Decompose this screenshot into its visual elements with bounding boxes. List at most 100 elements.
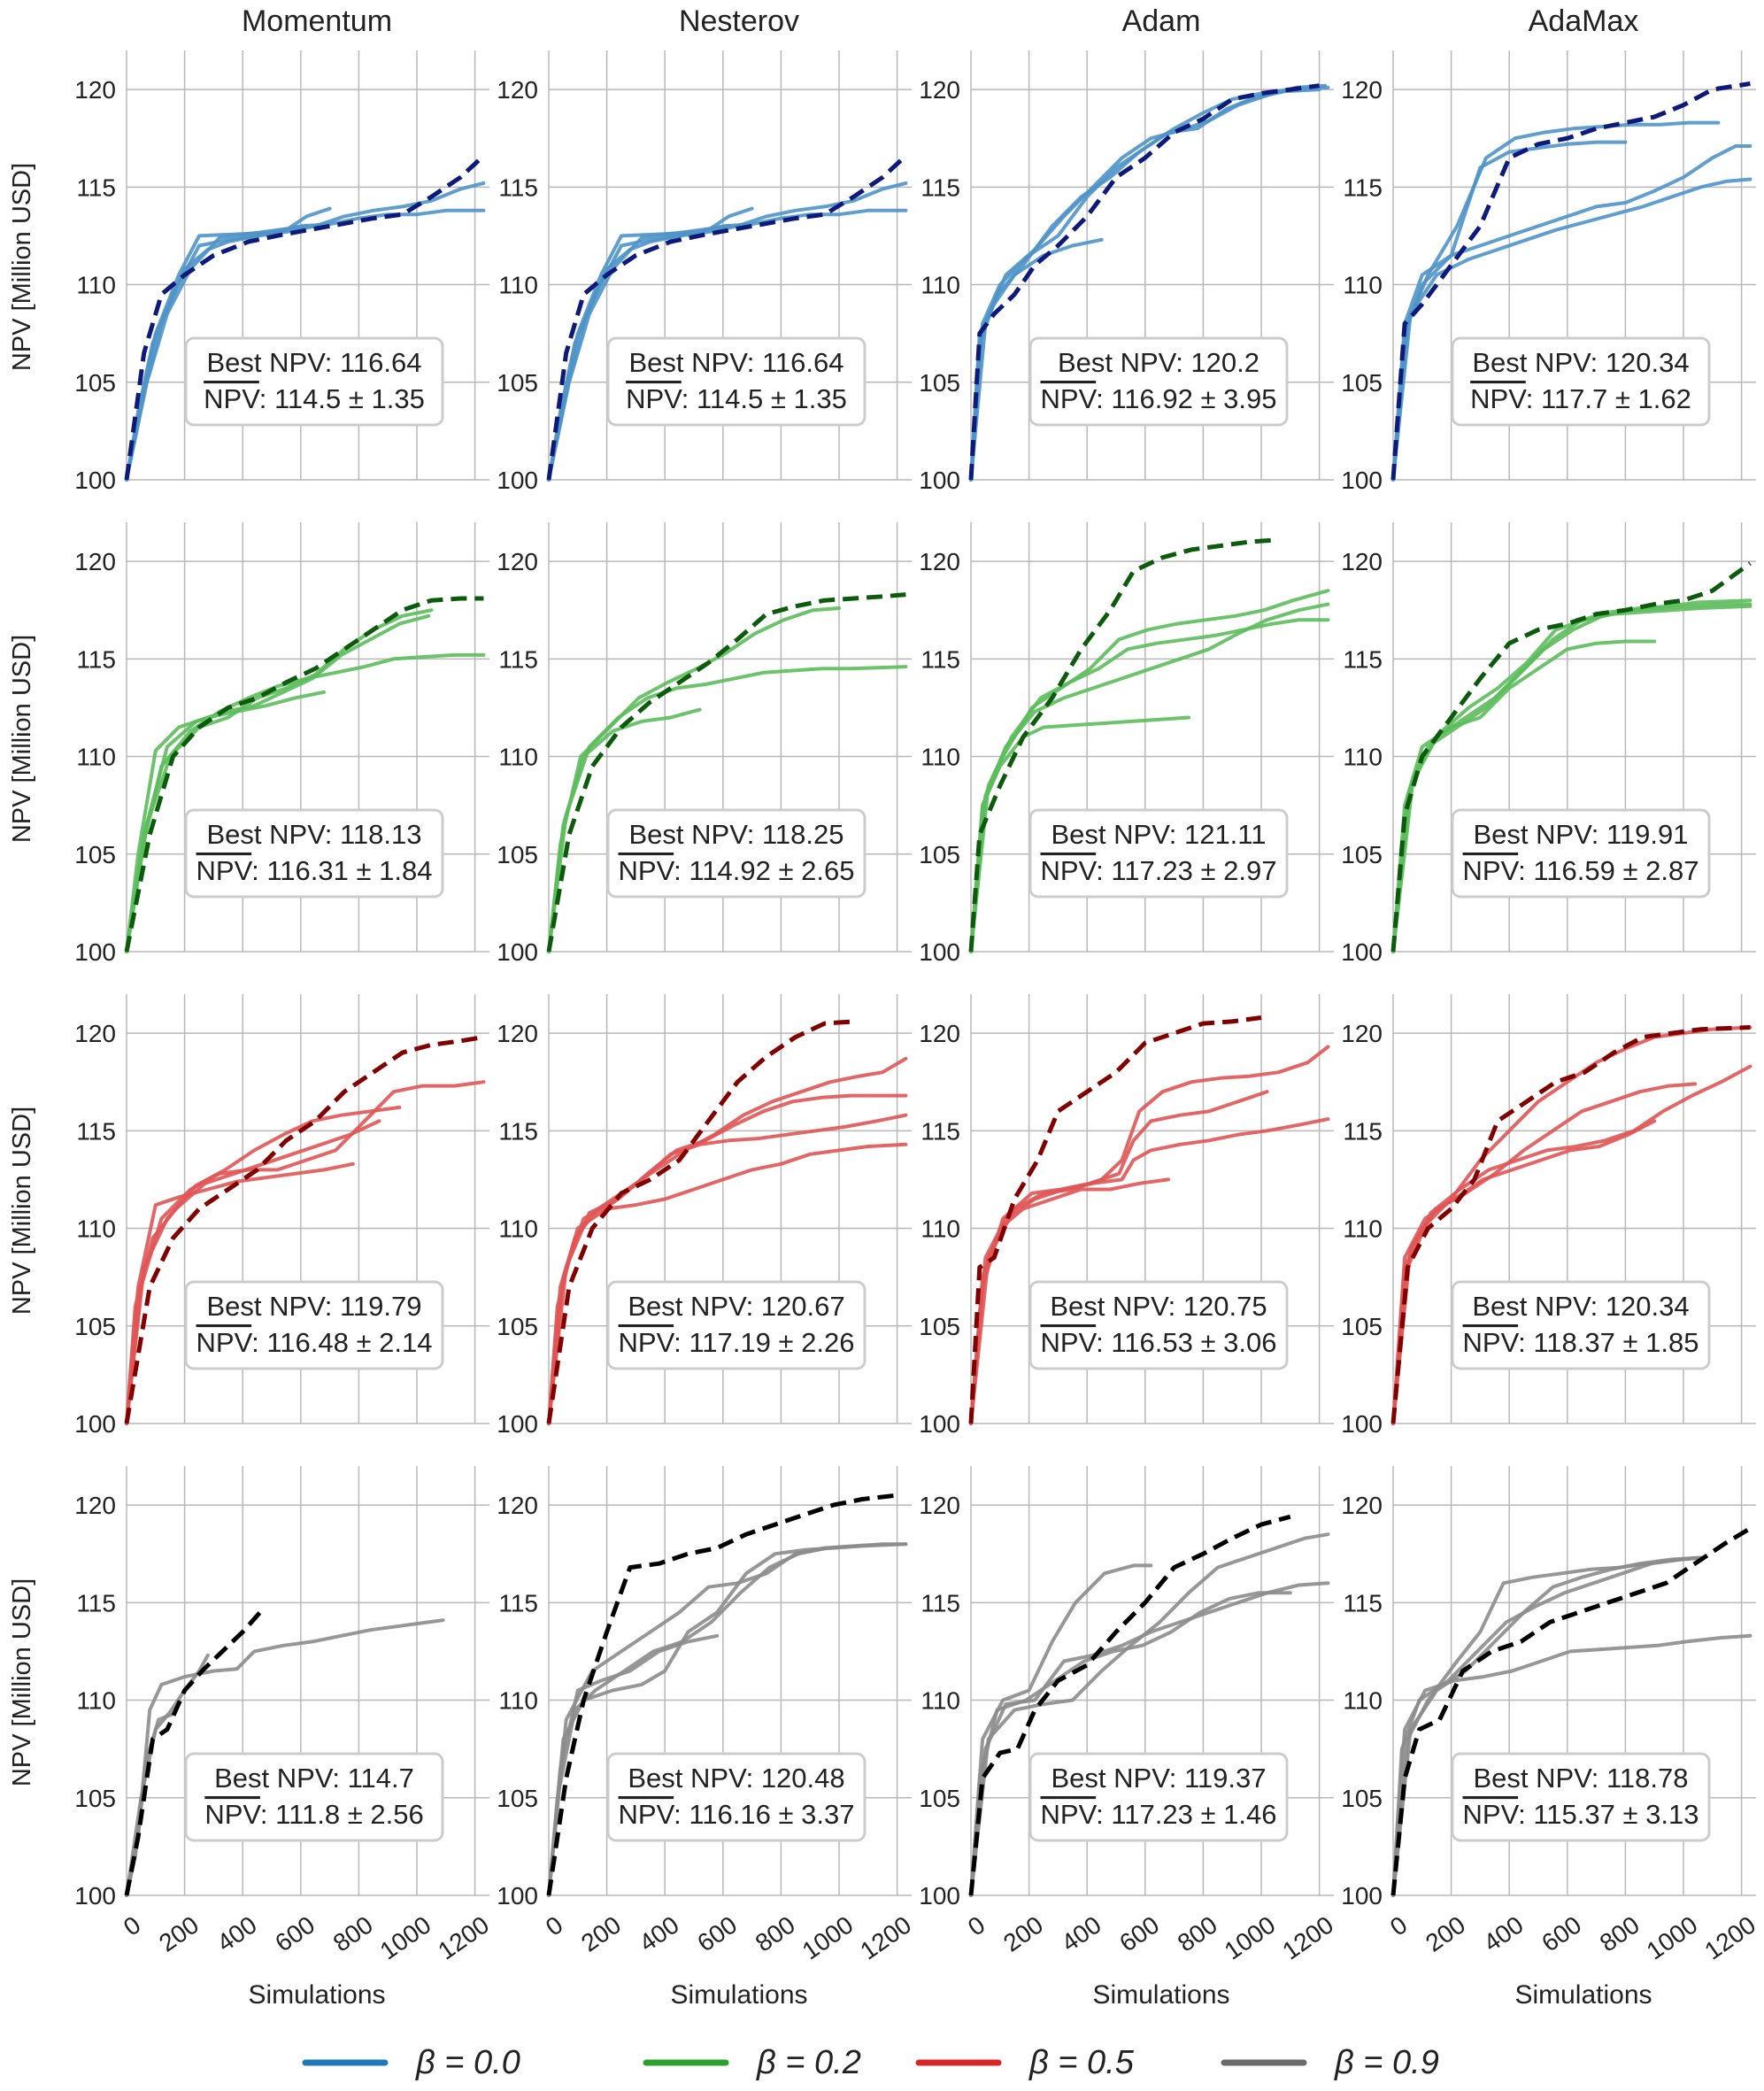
y-tick-label: 120 [74, 1020, 116, 1047]
mean-npv-value: : 111.8 ± 2.56 [260, 1799, 424, 1830]
series-line-run-3 [1391, 598, 1752, 953]
y-tick-label: 100 [919, 467, 960, 494]
annotation-box [184, 336, 444, 427]
mean-npv-label: NPV [626, 383, 682, 414]
mean-npv-text: NPV: 116.31 ± 1.84 [196, 855, 433, 886]
series-line-run-2 [1391, 1555, 1703, 1897]
mean-npv-label: NPV [619, 1799, 675, 1830]
annotation-box [184, 808, 444, 899]
y-tick-label: 110 [76, 1687, 116, 1715]
mean-npv-label: NPV [1041, 855, 1098, 886]
mean-npv-label: NPV [196, 1327, 253, 1358]
x-tick-label: 1200 [433, 1911, 494, 1965]
y-tick-label: 105 [74, 1785, 116, 1812]
panel-r3-c3: NPV: 115.37 ± 3.13 [1390, 1466, 1756, 1897]
best-npv-text: Best NPV: 116.64 [629, 347, 844, 378]
panel-r2-c1: NPV: 117.19 ± 2.26 [546, 994, 912, 1425]
x-tick-label: 600 [1537, 1911, 1586, 1957]
y-tick-label: 105 [497, 369, 538, 397]
y-tick-label: 115 [921, 1117, 960, 1145]
series-line-run-4 [547, 1544, 859, 1897]
y-tick-label: 100 [497, 938, 538, 966]
y-tick-label: 120 [497, 76, 538, 104]
series-line-run-4 [125, 1119, 381, 1425]
x-tick-label: 1000 [375, 1911, 436, 1965]
y-axis-label: NPV [Million USD] [8, 163, 36, 371]
series-line-best [546, 154, 908, 481]
series-line-best [546, 1493, 897, 1896]
series-line-best [124, 154, 486, 481]
mean-npv-value: : 116.48 ± 2.14 [251, 1327, 432, 1358]
mean-npv-text: NPV: 114.92 ± 2.65 [619, 855, 855, 886]
mean-npv-text: NPV: 117.19 ± 2.26 [619, 1327, 855, 1358]
annotation-box [1028, 336, 1289, 427]
series-line-run-1 [125, 1618, 445, 1897]
mean-npv-value: : 115.37 ± 3.13 [1518, 1799, 1699, 1830]
y-tick-label: 105 [497, 1313, 538, 1340]
annotation-box [606, 336, 867, 427]
mean-npv-label: NPV [619, 855, 675, 886]
series-line-best [1390, 1526, 1752, 1896]
y-tick-label: 115 [76, 645, 116, 673]
y-tick-label: 110 [76, 1215, 116, 1243]
annotation-box [1028, 808, 1289, 899]
mean-npv-text: NPV: 117.23 ± 1.46 [1041, 1799, 1277, 1830]
series-line-run-3 [125, 613, 431, 953]
y-tick-label: 110 [76, 744, 116, 771]
y-tick-label: 120 [74, 548, 116, 575]
y-tick-label: 105 [74, 1313, 116, 1340]
y-tick-label: 105 [1341, 369, 1383, 397]
series-line-best [124, 1610, 262, 1896]
y-tick-label: 110 [498, 272, 538, 299]
x-tick-label: 200 [576, 1911, 626, 1957]
y-tick-label: 100 [74, 1882, 116, 1910]
mean-npv-text: NPV: 114.5 ± 1.35 [204, 383, 425, 414]
x-tick-label: 0 [119, 1911, 146, 1941]
panel-r2-c2: NPV: 116.53 ± 3.06 [968, 994, 1334, 1425]
y-tick-label: 100 [497, 467, 538, 494]
mean-npv-label: NPV [1463, 1799, 1520, 1830]
annotation-box [606, 808, 867, 899]
annotation-box [1028, 1752, 1289, 1842]
series-line-run-3 [1391, 144, 1752, 482]
y-tick-label: 105 [1341, 841, 1383, 868]
mean-npv-label: NPV [619, 1327, 675, 1358]
mean-npv-text: NPV: 116.59 ± 2.87 [1463, 855, 1699, 886]
y-tick-label: 115 [498, 174, 538, 201]
mean-npv-value: : 114.5 ± 1.35 [259, 383, 425, 414]
series-line-run-3 [969, 1532, 1330, 1897]
series-line-run-4 [547, 224, 731, 482]
series-line-best [968, 83, 1320, 481]
panel-r0-c2: NPV: 116.92 ± 3.95 [968, 50, 1334, 482]
mean-npv-value: : 114.92 ± 2.65 [674, 855, 854, 886]
series-line-run-4 [969, 83, 1328, 482]
series-line-run-4 [1391, 1555, 1703, 1897]
best-npv-text: Best NPV: 120.34 [1472, 1291, 1689, 1322]
mean-npv-value: : 118.37 ± 1.85 [1518, 1327, 1699, 1358]
mean-npv-value: : 117.19 ± 2.26 [674, 1327, 854, 1358]
x-tick-label: 400 [1057, 1911, 1106, 1957]
mean-npv-label: NPV [196, 855, 253, 886]
annotation-box [606, 1752, 867, 1842]
y-tick-label: 115 [921, 174, 960, 201]
y-tick-label: 110 [921, 744, 960, 771]
x-tick-label: 400 [635, 1911, 684, 1957]
panel-r2-c0: NPV: 116.48 ± 2.14 [124, 994, 489, 1425]
mean-npv-text: NPV: 118.37 ± 1.85 [1463, 1327, 1699, 1358]
x-tick-label: 1000 [1220, 1911, 1281, 1965]
series-line-best [968, 1514, 1291, 1896]
mean-npv-label: NPV [204, 1799, 261, 1830]
x-axis-label: Simulations [1092, 1980, 1229, 2010]
mean-npv-label: NPV [1041, 1799, 1098, 1830]
best-npv-text: Best NPV: 119.91 [1474, 819, 1689, 850]
y-tick-label: 120 [497, 1020, 538, 1047]
x-tick-label: 1000 [1642, 1911, 1703, 1965]
annotation-box [184, 1280, 444, 1370]
y-tick-label: 100 [1341, 1410, 1383, 1438]
x-tick-label: 200 [154, 1911, 204, 1957]
mean-npv-value: : 116.31 ± 1.84 [251, 855, 432, 886]
y-tick-label: 120 [1341, 548, 1383, 575]
column-title-momentum: Momentum [242, 4, 392, 38]
best-npv-text: Best NPV: 120.75 [1050, 1291, 1267, 1322]
column-title-adam: Adam [1122, 4, 1201, 38]
